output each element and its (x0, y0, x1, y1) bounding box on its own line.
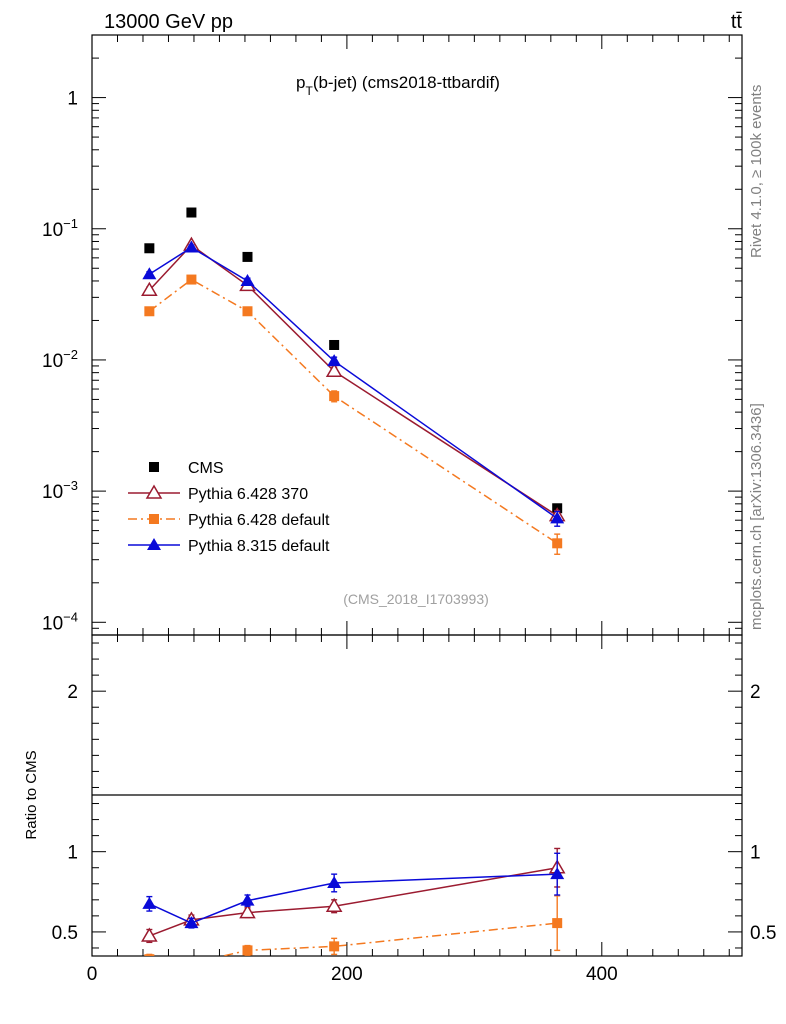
legend-marker-pythia-6-428-370 (145, 484, 163, 499)
plot-title: pT(b-jet) (cms2018-ttbardif) (296, 73, 500, 98)
legend-marker-cms (149, 462, 159, 472)
tick-exponent: −4 (63, 609, 78, 624)
legend-label-cms: CMS (188, 460, 224, 477)
ratio-point-pythia-6-428-default (144, 954, 155, 956)
point-pythia-8-315-default (142, 267, 157, 280)
xtick-label: 400 (586, 964, 618, 985)
ratio-ylabel: Ratio to CMS (23, 750, 40, 839)
ratio-ytick-label-right: 2 (750, 682, 761, 703)
legend-label-pythia-8-315-default: Pythia 8.315 default (188, 538, 330, 555)
legend: CMS Pythia 6.428 370 Pythia 6.428 default P… (128, 460, 330, 555)
legend-marker-pythia-6-428-default (149, 514, 159, 524)
source-label: mcplots.cern.ch [arXiv:1306.3436] (748, 403, 765, 630)
tick-base: 10 (42, 351, 63, 372)
title-rest: (b-jet) (cms2018-ttbardif) (313, 73, 500, 92)
ratio-line-pythia-6-428-default (219, 922, 558, 956)
point-pythia-8-315-default (327, 354, 342, 367)
point-pythia-6-428-default (242, 306, 253, 317)
main-ytick-label: 10−1 (42, 216, 78, 241)
ratio-point-pythia-6-428-default (329, 941, 340, 952)
energy-label: 13000 GeV pp (104, 11, 233, 33)
tick-base: 10 (42, 220, 63, 241)
analysis-id: (CMS_2018_I1703993) (343, 591, 489, 607)
tick-base: 1 (67, 89, 78, 110)
point-pythia-8-315-default (184, 240, 199, 253)
point-pythia-8-315-default (550, 511, 565, 524)
ratio-point-pythia-8-315-default (184, 916, 199, 929)
point-pythia-6-428-default (552, 538, 563, 549)
tick-exponent: −3 (63, 478, 78, 493)
point-cms (144, 243, 155, 254)
title-main: p (296, 73, 305, 92)
tick-base: 10 (42, 613, 63, 634)
point-cms (329, 339, 340, 350)
ratio-ytick-label-left: 2 (67, 682, 78, 703)
xtick-label: 0 (87, 964, 98, 985)
ratio-series (141, 847, 566, 968)
xtick-label: 200 (331, 964, 363, 985)
point-cms (242, 251, 253, 262)
legend-marker-pythia-8-315-default (147, 538, 161, 550)
point-pythia-6-428-default (329, 391, 340, 402)
ratio-line-pythia-6-428-370 (149, 866, 558, 937)
point-pythia-6-428-default (186, 274, 197, 285)
rivet-label: Rivet 4.1.0, ≥ 100k events (748, 85, 765, 258)
ratio-point-pythia-6-428-370 (239, 904, 256, 919)
main-series (141, 207, 566, 555)
main-ytick-label: 10−2 (42, 347, 78, 372)
title-subscript: T (305, 84, 313, 98)
tick-exponent: −2 (63, 347, 78, 362)
tick-exponent: −1 (63, 216, 78, 231)
main-ytick-label: 10−3 (42, 478, 78, 503)
ratio-line-pythia-8-315-default (149, 873, 558, 924)
main-ytick-label: 10−4 (42, 609, 78, 634)
ratio-point-pythia-6-428-default (186, 958, 196, 968)
ratio-point-pythia-6-428-370 (141, 927, 158, 942)
ratio-ytick-label-right: 1 (750, 843, 761, 864)
ratio-point-pythia-6-428-default (242, 945, 253, 956)
legend-label-pythia-6-428-default: Pythia 6.428 default (188, 512, 330, 529)
ratio-ytick-label-right: 0.5 (750, 923, 776, 944)
ratio-point-pythia-6-428-370 (325, 897, 343, 912)
legend-label-pythia-6-428-370: Pythia 6.428 370 (188, 486, 308, 503)
series-line-pythia-6-428-default (148, 278, 558, 544)
point-pythia-8-315-default (240, 273, 255, 286)
main-ytick-label: 1 (67, 89, 78, 110)
ratio-ytick-label-left: 1 (67, 843, 78, 864)
ratio-point-pythia-8-315-default (327, 875, 342, 888)
ratio-point-pythia-6-428-default (552, 918, 563, 929)
ratio-point-pythia-8-315-default (240, 893, 255, 906)
ratio-point-pythia-8-315-default (142, 896, 157, 909)
process-label: tt̄ (731, 11, 743, 33)
ratio-point-pythia-8-315-default (550, 867, 565, 880)
point-pythia-6-428-default (144, 306, 155, 317)
ratio-ytick-label-left: 0.5 (52, 923, 78, 944)
point-pythia-6-428-370 (325, 362, 343, 377)
tick-base: 10 (42, 482, 63, 503)
point-cms (186, 207, 197, 218)
point-pythia-6-428-370 (141, 281, 158, 296)
